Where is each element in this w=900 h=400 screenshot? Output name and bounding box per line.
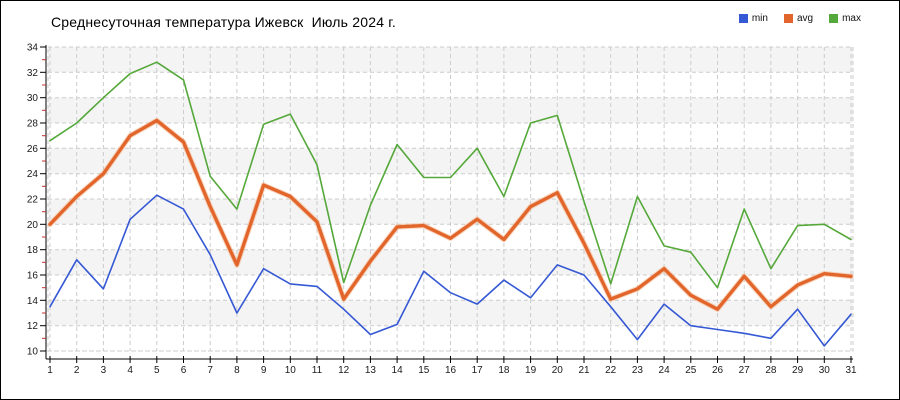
svg-text:32: 32: [27, 68, 39, 79]
svg-text:18: 18: [27, 245, 39, 256]
svg-text:5: 5: [154, 365, 160, 376]
svg-text:29: 29: [792, 365, 804, 376]
svg-text:34: 34: [27, 43, 39, 54]
legend-label-avg: avg: [796, 13, 814, 24]
plot-bands: [48, 47, 853, 326]
y-axis-minor-ticks: [42, 59, 46, 339]
svg-text:3: 3: [101, 365, 107, 376]
svg-text:16: 16: [445, 365, 457, 376]
legend-label-min: min: [751, 13, 768, 24]
y-axis-labels: 10 12 14 16 18 20 22 24 26 28 30 32 34: [27, 43, 39, 358]
svg-text:14: 14: [27, 296, 39, 307]
svg-text:4: 4: [127, 365, 133, 376]
svg-text:20: 20: [27, 220, 39, 231]
gridlines: [47, 46, 854, 352]
svg-text:12: 12: [338, 365, 350, 376]
svg-text:24: 24: [659, 365, 671, 376]
svg-text:14: 14: [392, 365, 404, 376]
min-series-swatch: [738, 14, 748, 23]
avg-series-swatch: [783, 14, 793, 23]
svg-text:17: 17: [472, 365, 484, 376]
svg-text:11: 11: [312, 365, 323, 376]
axes: [40, 45, 853, 363]
svg-text:28: 28: [27, 119, 39, 130]
svg-text:6: 6: [181, 365, 187, 376]
svg-text:8: 8: [234, 365, 240, 376]
svg-text:19: 19: [525, 365, 537, 376]
svg-text:7: 7: [207, 365, 213, 376]
max-series-swatch: [829, 14, 839, 23]
legend-item-max[interactable]: max: [829, 13, 861, 24]
svg-text:13: 13: [365, 365, 377, 376]
svg-text:12: 12: [27, 321, 39, 332]
chart-title: Среднесуточная температура Ижевск Июль 2…: [51, 14, 396, 30]
svg-text:30: 30: [819, 365, 831, 376]
svg-text:31: 31: [845, 365, 857, 376]
svg-text:15: 15: [418, 365, 430, 376]
max-series-line: [49, 61, 852, 289]
legend-item-min[interactable]: min: [738, 13, 768, 24]
svg-text:27: 27: [739, 365, 751, 376]
svg-text:26: 26: [712, 365, 724, 376]
svg-text:10: 10: [285, 365, 297, 376]
x-axis-labels: 1 2 3 4 5 6 7 8 9 10 11 12 13 14 15 16 17 18 19 20 21 22 23 24 2…: [47, 365, 857, 376]
svg-text:10: 10: [27, 347, 39, 358]
legend-label-max: max: [842, 13, 861, 24]
svg-text:2: 2: [74, 365, 80, 376]
svg-text:22: 22: [605, 365, 617, 376]
legend-item-avg[interactable]: avg: [783, 13, 814, 24]
svg-text:16: 16: [27, 271, 39, 282]
svg-text:9: 9: [261, 365, 267, 376]
svg-text:20: 20: [552, 365, 564, 376]
svg-text:25: 25: [685, 365, 697, 376]
avg-series-line: [47, 117, 854, 312]
min-series-line: [49, 194, 852, 347]
svg-text:18: 18: [498, 365, 510, 376]
svg-text:28: 28: [765, 365, 777, 376]
svg-text:30: 30: [27, 93, 39, 104]
legend: min avg max: [738, 13, 861, 24]
svg-text:24: 24: [27, 169, 39, 180]
svg-text:26: 26: [27, 144, 39, 155]
svg-text:22: 22: [27, 195, 39, 206]
svg-text:1: 1: [47, 365, 53, 376]
svg-text:21: 21: [578, 365, 590, 376]
svg-text:23: 23: [632, 365, 644, 376]
